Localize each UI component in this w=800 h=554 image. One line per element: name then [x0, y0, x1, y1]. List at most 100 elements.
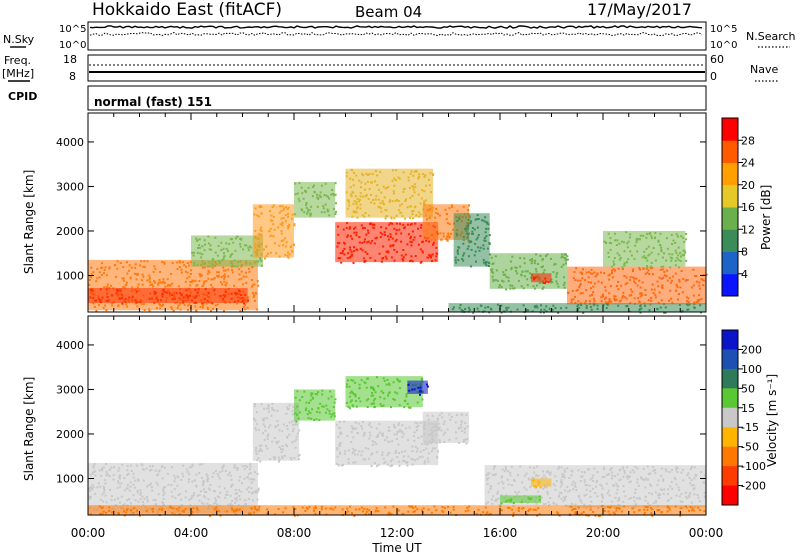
power-cell — [666, 247, 669, 250]
velocity-cell — [256, 498, 259, 501]
velocity-cell — [367, 457, 370, 460]
velocity-cell — [494, 499, 497, 502]
power-cell — [358, 241, 361, 244]
velocity-cell — [486, 473, 489, 476]
power-cell — [694, 275, 697, 277]
velocity-cell — [149, 469, 151, 472]
power-cell — [560, 256, 563, 259]
power-cell — [658, 276, 661, 279]
power-cell — [399, 222, 401, 225]
power-cell — [660, 248, 663, 251]
power-cell — [176, 307, 179, 310]
velocity-cell — [102, 491, 105, 494]
power-cell — [406, 243, 409, 246]
power-cell — [428, 222, 430, 225]
power-cell — [353, 249, 356, 252]
velocity-cell — [170, 484, 173, 486]
power-cell — [466, 247, 469, 250]
power-cell — [277, 226, 280, 229]
power-cell — [675, 251, 678, 254]
power-cell — [578, 286, 581, 289]
velocity-cell — [393, 398, 396, 401]
power-cell — [360, 186, 362, 189]
velocity-cell — [109, 488, 112, 491]
power-cell — [253, 213, 256, 216]
velocity-cell — [689, 492, 692, 494]
power-cell — [269, 219, 272, 222]
velocity-cell — [407, 406, 410, 409]
velocity-cell — [664, 468, 667, 471]
power-cell — [222, 247, 225, 250]
power-cell — [247, 298, 250, 301]
power-cell — [305, 206, 308, 209]
power-cell — [400, 232, 403, 235]
velocity-cell — [680, 471, 683, 474]
velocity-cell — [515, 493, 518, 496]
velocity-cell — [397, 422, 400, 425]
power-cell — [143, 265, 146, 268]
velocity-cell — [570, 469, 573, 472]
power-cell — [180, 271, 183, 274]
power-cell — [91, 289, 94, 292]
power-cell — [283, 207, 285, 210]
velocity-cell — [628, 476, 631, 479]
power-cell — [496, 303, 499, 306]
power-cell — [613, 257, 616, 260]
velocity-cell — [305, 506, 308, 509]
velocity-cell — [374, 510, 377, 513]
velocity-cell — [599, 514, 602, 517]
velocity-cell — [208, 488, 211, 491]
power-cell — [95, 309, 98, 312]
velocity-cell — [102, 485, 105, 488]
power-cell — [189, 294, 191, 297]
power-cell — [509, 287, 512, 290]
velocity-cell — [152, 510, 154, 513]
velocity-cell — [635, 503, 638, 506]
velocity-cell — [567, 490, 569, 493]
power-cell — [364, 188, 366, 191]
velocity-cell — [573, 484, 576, 487]
power-cell — [401, 215, 404, 218]
power-colorbar-label: Power [dB] — [759, 185, 773, 250]
power-cell — [148, 281, 151, 284]
velocity-cell — [373, 441, 376, 444]
power-cell — [629, 233, 632, 236]
velocity-colorbar-tick-label: 15 — [741, 402, 755, 415]
power-cell — [96, 268, 99, 270]
power-cell — [574, 295, 576, 298]
power-cell — [699, 304, 702, 307]
power-cell — [97, 304, 100, 307]
velocity-cell — [462, 440, 465, 443]
velocity-cell — [261, 418, 264, 421]
power-cell — [372, 226, 375, 229]
power-cell — [487, 227, 490, 230]
power-cell — [245, 244, 248, 247]
velocity-colorbar-tick-label: -200 — [741, 480, 766, 493]
power-cell — [531, 310, 534, 313]
velocity-cell — [173, 480, 176, 483]
power-cell — [300, 208, 303, 211]
power-cell — [99, 299, 102, 302]
power-cell — [638, 267, 641, 270]
velocity-cell — [492, 495, 495, 498]
power-cell — [346, 222, 349, 225]
power-cell — [177, 304, 180, 307]
power-cell — [193, 301, 196, 304]
power-cell — [411, 186, 414, 189]
velocity-cell — [290, 458, 293, 461]
power-cell — [253, 293, 256, 296]
velocity-cell — [314, 512, 317, 515]
power-cell — [355, 201, 358, 204]
power-cell — [576, 309, 579, 312]
power-cell — [206, 272, 209, 275]
velocity-cell — [430, 450, 433, 453]
power-cell — [202, 303, 205, 306]
power-cell — [284, 220, 287, 223]
velocity-cell — [441, 506, 444, 508]
power-colorbar-tick-label: 24 — [741, 157, 755, 170]
velocity-cell — [234, 466, 237, 469]
velocity-cell — [171, 511, 174, 514]
power-cell — [189, 273, 192, 275]
power-cell — [421, 251, 424, 254]
power-cell — [492, 278, 495, 281]
